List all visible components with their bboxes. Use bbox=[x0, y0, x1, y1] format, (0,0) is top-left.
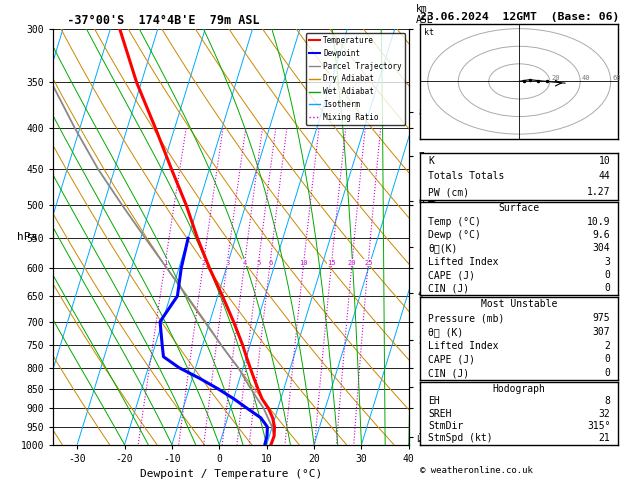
Text: 10.9: 10.9 bbox=[587, 217, 610, 226]
Text: 1: 1 bbox=[164, 260, 167, 265]
Text: Hodograph: Hodograph bbox=[493, 384, 546, 394]
Text: Pressure (mb): Pressure (mb) bbox=[428, 313, 504, 323]
Text: Lifted Index: Lifted Index bbox=[428, 341, 499, 350]
Text: 44: 44 bbox=[599, 172, 610, 181]
Text: StmDir: StmDir bbox=[428, 421, 464, 431]
Text: 9.6: 9.6 bbox=[593, 230, 610, 240]
Text: 3: 3 bbox=[604, 257, 610, 267]
Text: Dewp (°C): Dewp (°C) bbox=[428, 230, 481, 240]
Text: CIN (J): CIN (J) bbox=[428, 283, 469, 294]
Text: Most Unstable: Most Unstable bbox=[481, 299, 557, 309]
Text: 10: 10 bbox=[599, 156, 610, 166]
Text: θᴇ(K): θᴇ(K) bbox=[428, 243, 457, 253]
Y-axis label:   Mixing Ratio (g/kg): Mixing Ratio (g/kg) bbox=[426, 175, 437, 298]
Text: 10: 10 bbox=[299, 260, 308, 265]
Text: 20: 20 bbox=[348, 260, 357, 265]
Text: 8: 8 bbox=[604, 396, 610, 406]
Text: Totals Totals: Totals Totals bbox=[428, 172, 504, 181]
Text: 25: 25 bbox=[364, 260, 372, 265]
Text: hPa: hPa bbox=[17, 232, 37, 242]
Text: CAPE (J): CAPE (J) bbox=[428, 270, 475, 280]
Legend: Temperature, Dewpoint, Parcel Trajectory, Dry Adiabat, Wet Adiabat, Isotherm, Mi: Temperature, Dewpoint, Parcel Trajectory… bbox=[306, 33, 405, 125]
Text: 0: 0 bbox=[604, 283, 610, 294]
Text: 21: 21 bbox=[599, 434, 610, 443]
Text: 975: 975 bbox=[593, 313, 610, 323]
Text: 3: 3 bbox=[225, 260, 230, 265]
Text: LCL: LCL bbox=[416, 435, 431, 444]
Text: 0: 0 bbox=[604, 270, 610, 280]
Text: kt: kt bbox=[424, 28, 434, 37]
Text: StmSpd (kt): StmSpd (kt) bbox=[428, 434, 493, 443]
Text: 5: 5 bbox=[257, 260, 261, 265]
Text: 60: 60 bbox=[612, 75, 621, 81]
Text: K: K bbox=[428, 156, 434, 166]
Text: 304: 304 bbox=[593, 243, 610, 253]
Text: 6: 6 bbox=[268, 260, 272, 265]
Text: CAPE (J): CAPE (J) bbox=[428, 354, 475, 364]
Text: km
ASL: km ASL bbox=[416, 4, 433, 25]
Text: 2: 2 bbox=[202, 260, 206, 265]
X-axis label: Dewpoint / Temperature (°C): Dewpoint / Temperature (°C) bbox=[140, 469, 322, 479]
Text: CIN (J): CIN (J) bbox=[428, 368, 469, 378]
Text: θᴇ (K): θᴇ (K) bbox=[428, 327, 464, 337]
Text: © weatheronline.co.uk: © weatheronline.co.uk bbox=[420, 466, 533, 475]
Text: 2: 2 bbox=[604, 341, 610, 350]
Text: 307: 307 bbox=[593, 327, 610, 337]
Text: Temp (°C): Temp (°C) bbox=[428, 217, 481, 226]
Text: 1.27: 1.27 bbox=[587, 187, 610, 197]
Text: 23.06.2024  12GMT  (Base: 06): 23.06.2024 12GMT (Base: 06) bbox=[420, 12, 620, 22]
Text: -37°00'S  174°4B'E  79m ASL: -37°00'S 174°4B'E 79m ASL bbox=[53, 14, 260, 27]
Text: Surface: Surface bbox=[499, 203, 540, 213]
Text: SREH: SREH bbox=[428, 409, 452, 418]
Text: 4: 4 bbox=[243, 260, 247, 265]
Text: Lifted Index: Lifted Index bbox=[428, 257, 499, 267]
Text: 32: 32 bbox=[599, 409, 610, 418]
Text: 15: 15 bbox=[328, 260, 336, 265]
Text: 40: 40 bbox=[582, 75, 590, 81]
Text: 0: 0 bbox=[604, 368, 610, 378]
Text: 315°: 315° bbox=[587, 421, 610, 431]
Text: PW (cm): PW (cm) bbox=[428, 187, 469, 197]
Text: 20: 20 bbox=[551, 75, 560, 81]
Text: EH: EH bbox=[428, 396, 440, 406]
Text: 0: 0 bbox=[604, 354, 610, 364]
